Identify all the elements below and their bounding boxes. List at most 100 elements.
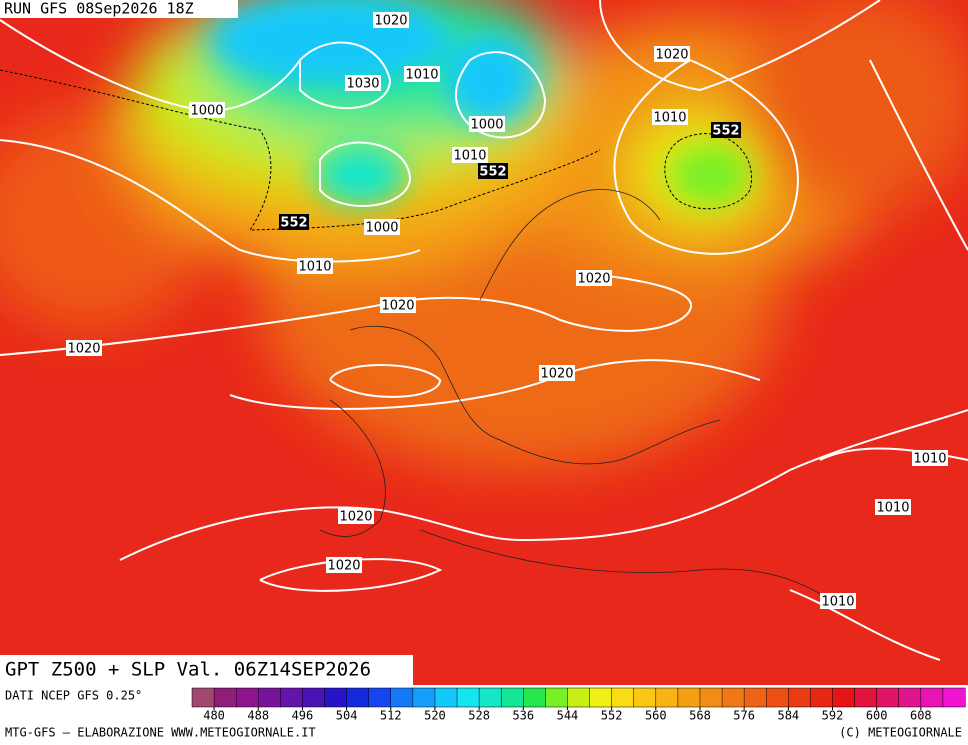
gpt-label: 552 [280, 216, 307, 231]
colorbar-swatch [280, 687, 303, 708]
colorbar-tick-label: 576 [733, 709, 755, 723]
isobar-label-bg [654, 46, 690, 62]
colorbar-swatch [942, 687, 966, 708]
colorbar-swatch [567, 687, 591, 708]
colorbar-swatch [655, 687, 679, 708]
isobar-label: 1020 [374, 14, 407, 29]
colorbar-swatch [258, 687, 281, 708]
colorbar-tick-label: 488 [247, 709, 269, 723]
isobar-label-bg [875, 499, 911, 515]
isobar-label-bg [652, 109, 688, 125]
isobar-label: 1010 [821, 595, 854, 610]
colorbar-tick-label: 592 [822, 709, 844, 723]
gpt-contour [0, 69, 752, 231]
isobar-label-bg [66, 340, 102, 356]
isobar-label: 1020 [655, 48, 688, 63]
colorbar-tick-label: 496 [292, 709, 314, 723]
colorbar-swatch [765, 687, 789, 708]
isobar-label: 1000 [190, 104, 223, 119]
colorbar-swatch [832, 687, 856, 708]
colorbar-swatch [920, 687, 944, 708]
isobar-label-bg [297, 258, 333, 274]
colorbar-swatch [324, 687, 348, 708]
colorbar-swatch [523, 687, 546, 708]
colorbar-swatch [412, 687, 436, 708]
isobar-label-bg [189, 102, 225, 118]
isobar-label: 1020 [327, 559, 360, 574]
colorbar-swatch [589, 687, 613, 708]
colorbar-swatch [788, 687, 811, 708]
isobar-label-bg [373, 12, 409, 28]
copyright-label: (C) METEOGIORNALE [839, 726, 962, 740]
isobar-label: 1010 [405, 68, 438, 83]
isobar-label: 1010 [298, 260, 331, 275]
isobar-label: 1020 [67, 342, 100, 357]
isobar-label: 1000 [365, 221, 398, 236]
colorbar-tick-label: 552 [601, 709, 623, 723]
isobar-label-bg [539, 365, 575, 381]
colorbar-swatch [876, 687, 900, 708]
colorbar-tick-label: 568 [689, 709, 711, 723]
isobar-label: 1030 [346, 77, 379, 92]
colorbar-swatch [898, 687, 922, 708]
isobar-label: 1010 [876, 501, 909, 516]
isobar-label: 1010 [913, 452, 946, 467]
colorbar-swatch [191, 687, 215, 708]
isobar-label: 1000 [470, 118, 503, 133]
colorbar-swatch [390, 687, 414, 708]
colorbar-swatch [743, 687, 767, 708]
colorbar-swatch [302, 687, 326, 708]
colorbar-swatch [677, 687, 701, 708]
gpt-label: 552 [479, 165, 506, 180]
colorbar-swatch [500, 687, 524, 708]
footer-title-box [0, 655, 413, 685]
colorbar-swatch [456, 687, 480, 708]
colorbar-swatch [633, 687, 657, 708]
isobar-label-bg [345, 75, 381, 91]
colorbar-tick-label: 512 [380, 709, 402, 723]
colorbar-swatch [346, 687, 370, 708]
colorbar-tick-label: 600 [866, 709, 888, 723]
isobar-label-bg [326, 557, 362, 573]
isobar-label: 1010 [453, 149, 486, 164]
header-box [0, 0, 238, 18]
colorbar-tick-label: 608 [910, 709, 932, 723]
colorbar-swatch [721, 687, 745, 708]
colorbar-swatch [368, 687, 392, 708]
colorbar-tick-label: 536 [512, 709, 534, 723]
gpt-label-bg [711, 122, 741, 138]
isobar-label-bg [912, 450, 948, 466]
isobar-label-bg [404, 66, 440, 82]
gpt-label-bg [279, 214, 309, 230]
isobar-label: 1020 [540, 367, 573, 382]
colorbar-tick-label: 560 [645, 709, 667, 723]
colorbar-swatch [611, 687, 635, 708]
isobar-label-bg [380, 297, 416, 313]
isobar-label: 1020 [381, 299, 414, 314]
isobar-label-bg [452, 147, 488, 163]
gpt-label-bg [478, 163, 508, 179]
map-field [0, 0, 968, 685]
source-label: DATI NCEP GFS 0.25° [5, 689, 142, 703]
colorbar-swatch [478, 687, 502, 708]
isobar-label-bg [338, 508, 374, 524]
colorbar-swatch [235, 687, 259, 708]
colorbar-tick-label: 544 [557, 709, 579, 723]
colorbar-swatch [699, 687, 723, 708]
colorbar-swatch [434, 687, 458, 708]
colorbar-tick-label: 584 [777, 709, 799, 723]
colorbar-tick-label: 480 [203, 709, 225, 723]
isobar-label-bg [576, 270, 612, 286]
colorbar-tick-label: 528 [468, 709, 490, 723]
colorbar-swatch [854, 687, 878, 708]
isobar-label-bg [820, 593, 856, 609]
colorbar-tick-label: 520 [424, 709, 446, 723]
colorbar-swatch [810, 687, 834, 708]
coastlines [319, 189, 831, 601]
isobar-label: 1020 [339, 510, 372, 525]
run-label: RUN GFS 08Sep2026 18Z [4, 0, 194, 18]
colorbar-swatch [213, 687, 237, 708]
isobar-label-bg [469, 116, 505, 132]
